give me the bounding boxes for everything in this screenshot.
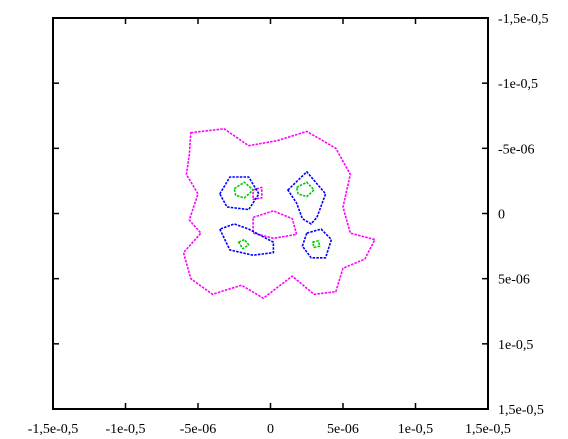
x-tick-label-6: 1,5e-0,5: [465, 422, 511, 437]
x-tick-label-0: -1,5e-0,5: [28, 422, 79, 437]
y-tick-label-5: 1e-0,5: [498, 338, 533, 353]
contour-line-9: [237, 238, 250, 250]
contour-line-8: [295, 181, 315, 198]
x-tick-label-4: 5e-06: [327, 422, 359, 437]
y-tick-label-0: -1,5e-0,5: [498, 12, 549, 27]
contour-line-2: [252, 186, 263, 200]
plot-area-frame: [52, 17, 489, 410]
contour-line-3: [219, 176, 260, 211]
contour-line-6: [301, 228, 333, 259]
contour-lines: [182, 128, 376, 300]
x-tick-label-1: -1e-0,5: [105, 422, 145, 437]
x-tick-label-2: -5e-06: [180, 422, 217, 437]
y-tick-label-1: -1e-0,5: [498, 77, 538, 92]
contour-line-5: [219, 223, 275, 256]
x-axis-ticks: -1,5e-0,5 -1e-0,5 -5e-06 0 5e-06 1e-0,5 1,5e-0…: [28, 18, 511, 437]
contour-line-7: [233, 181, 254, 199]
x-tick-label-5: 1e-0,5: [398, 422, 433, 437]
contour-line-10: [311, 240, 321, 249]
contour-line-4: [287, 171, 327, 225]
contour-line-0: [182, 128, 376, 300]
y-axis-ticks: -1,5e-0,5 -1e-0,5 -5e-06 0 5e-06 1e-0,5 1,5e-0…: [53, 12, 549, 418]
y-tick-label-6: 1,5e-0,5: [498, 403, 544, 418]
y-tick-label-4: 5e-06: [498, 273, 530, 288]
y-tick-label-2: -5e-06: [498, 142, 535, 157]
y-tick-label-3: 0: [498, 208, 505, 223]
x-tick-label-3: 0: [267, 422, 274, 437]
